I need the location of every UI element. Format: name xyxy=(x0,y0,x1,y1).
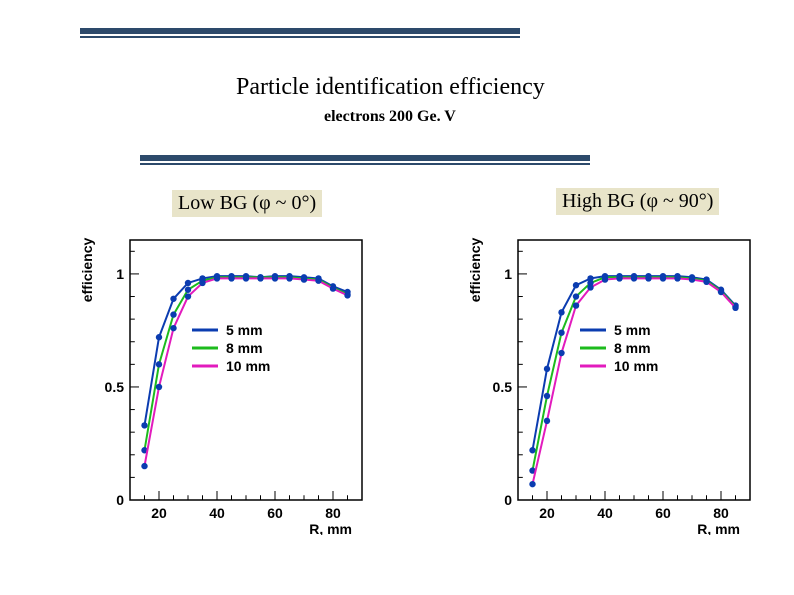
svg-text:20: 20 xyxy=(151,505,167,521)
svg-text:40: 40 xyxy=(597,505,613,521)
page-subtitle: electrons 200 Ge. V xyxy=(324,108,456,126)
high-bg-chart-wrap: 20 40 60 80 0 0.5 1 efficiency R, mm 5 mm 8 mm 10 m… xyxy=(460,230,780,535)
decorative-rule xyxy=(140,155,590,161)
legend-item: 8 mm xyxy=(226,340,263,356)
svg-text:0.5: 0.5 xyxy=(493,379,513,395)
svg-text:0.5: 0.5 xyxy=(105,379,125,395)
legend-item: 10 mm xyxy=(226,358,270,374)
svg-text:0: 0 xyxy=(504,492,512,508)
svg-text:1: 1 xyxy=(504,266,512,282)
x-axis-label: R, mm xyxy=(697,521,740,535)
high-bg-chart: 20 40 60 80 0 0.5 1 efficiency R, mm 5 mm 8 mm 10 m… xyxy=(460,230,780,535)
svg-text:20: 20 xyxy=(539,505,555,521)
low-bg-chart-wrap: 20 40 60 80 0 0.5 1 efficiency R, mm 5 mm 8 mm 10 m… xyxy=(72,230,392,535)
decorative-rule xyxy=(80,28,520,34)
legend-item: 8 mm xyxy=(614,340,651,356)
decorative-rule xyxy=(80,36,520,38)
decorative-rule xyxy=(140,163,590,165)
x-axis-label: R, mm xyxy=(309,521,352,535)
legend-item: 5 mm xyxy=(226,322,263,338)
low-bg-chart: 20 40 60 80 0 0.5 1 efficiency R, mm 5 mm 8 mm 10 m… xyxy=(72,230,392,535)
legend-item: 10 mm xyxy=(614,358,658,374)
legend-item: 5 mm xyxy=(614,322,651,338)
svg-text:40: 40 xyxy=(209,505,225,521)
y-axis-label: efficiency xyxy=(467,237,483,302)
page-title: Particle identification efficiency xyxy=(236,74,545,101)
svg-text:60: 60 xyxy=(655,505,671,521)
svg-text:1: 1 xyxy=(116,266,124,282)
svg-text:60: 60 xyxy=(267,505,283,521)
svg-text:80: 80 xyxy=(325,505,341,521)
svg-text:0: 0 xyxy=(116,492,124,508)
y-axis-label: efficiency xyxy=(79,237,95,302)
high-bg-label: High BG (φ ~ 90°) xyxy=(556,188,719,215)
svg-text:80: 80 xyxy=(713,505,729,521)
low-bg-label: Low BG (φ ~ 0°) xyxy=(172,190,322,217)
